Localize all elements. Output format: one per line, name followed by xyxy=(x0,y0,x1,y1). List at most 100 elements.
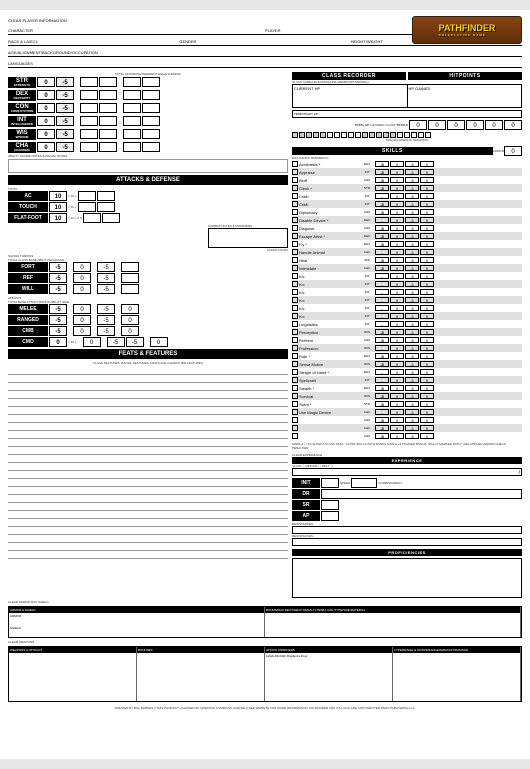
hp-box[interactable]: CURRENT HPHP GAINED xyxy=(292,84,522,108)
class-skill-checkbox[interactable] xyxy=(292,265,298,271)
feats-title: FEATS & FEATURES xyxy=(8,349,288,359)
hp-title: HITPOINTS xyxy=(408,72,522,80)
class-skill-checkbox[interactable] xyxy=(292,377,298,383)
save-ref: REF-5 0 -5 xyxy=(8,273,288,283)
lang-field[interactable]: LANGUAGES xyxy=(8,58,522,67)
class-skill-checkbox[interactable] xyxy=(292,361,298,367)
prof-box[interactable] xyxy=(292,558,522,598)
skill-row: Perception WIS -5 0 -5 0 xyxy=(292,328,522,336)
class-skill-checkbox[interactable] xyxy=(292,345,298,351)
skill-row: CHA -5 0 -5 0 xyxy=(292,432,522,440)
class-skill-checkbox[interactable] xyxy=(292,257,298,263)
gender-field[interactable]: GENDER xyxy=(179,36,350,45)
class-skill-checkbox[interactable] xyxy=(292,321,298,327)
clear-player-link[interactable]: CLEAR PLAYER INFORMATION xyxy=(8,18,67,23)
skills-title: SKILLS xyxy=(292,147,493,155)
attack-cmb: CMB-5 0 -5 0 xyxy=(8,326,288,336)
ability-str: STRSTRENGTH 0 -5 xyxy=(8,76,288,88)
class-skill-checkbox[interactable] xyxy=(292,209,298,215)
class-skill-checkbox[interactable] xyxy=(292,297,298,303)
class-skill-checkbox[interactable] xyxy=(292,273,298,279)
skill-row: Use Magic Device CHA - 0 -5 0 xyxy=(292,408,522,416)
class-skill-checkbox[interactable] xyxy=(292,385,298,391)
skill-row: Kn: INT - 0 -5 0 xyxy=(292,304,522,312)
skill-row: Acrobatics * DEX -5 0 -5 0 xyxy=(292,160,522,168)
class-skill-checkbox[interactable] xyxy=(292,417,298,423)
skill-row: Sleight of Hand * DEX - 0 -5 0 xyxy=(292,368,522,376)
defense-title: ATTACKS & DEFENSE xyxy=(8,175,288,185)
ability-dex: DEXDEXTERITY 0 -5 xyxy=(8,89,288,101)
class-skill-checkbox[interactable] xyxy=(292,241,298,247)
attack-cmd: CMD0 = 10 + 0 -5 -5 0 xyxy=(8,337,288,347)
ability-cha: CHACHARISMA 0 -5 xyxy=(8,141,288,153)
class-recorder-title: CLASS RECORDER xyxy=(292,72,406,80)
skill-row: Kn: INT - 0 -5 0 xyxy=(292,312,522,320)
class-skill-checkbox[interactable] xyxy=(292,185,298,191)
class-skill-checkbox[interactable] xyxy=(292,249,298,255)
skill-row: Spellcraft INT - 0 -5 0 xyxy=(292,376,522,384)
class-skill-checkbox[interactable] xyxy=(292,433,298,439)
class-skill-checkbox[interactable] xyxy=(292,201,298,207)
class-skill-checkbox[interactable] xyxy=(292,305,298,311)
weapons-table[interactable]: WEAPONS & ATTACKSBONUSESATTACK MODIFIERS… xyxy=(8,646,522,702)
align-field[interactable]: AGE/ALIGNMENT/BACKGROUND/OCCUPATION xyxy=(8,47,522,56)
clear-exp-link[interactable]: CLEAR EXPERIENCE xyxy=(292,453,322,457)
race-field[interactable]: RACE & LA/ECL xyxy=(8,36,179,45)
class-skill-checkbox[interactable] xyxy=(292,169,298,175)
dr-label: DR xyxy=(292,489,320,499)
skill-row: Kn: INT - 0 -5 0 xyxy=(292,280,522,288)
class-skill-checkbox[interactable] xyxy=(292,369,298,375)
skill-row: Climb * STR -5 0 -5 0 xyxy=(292,184,522,192)
skill-row: Appraise INT -5 0 -5 0 xyxy=(292,168,522,176)
footer: CREATED BY BILL BARNES || THIS PRODUCT L… xyxy=(8,706,522,710)
armor-table[interactable]: ARMOR & SHIELDBONUS/MAX DEX/CHECK PENALT… xyxy=(8,606,522,638)
skill-row: CHA -5 0 -5 0 xyxy=(292,424,522,432)
character-sheet: CLEAR PLAYER INFORMATION RESET CHARACTER… xyxy=(0,10,530,759)
clear-weapons-link[interactable]: CLEAR WEAPONS xyxy=(8,640,522,644)
class-skill-checkbox[interactable] xyxy=(292,401,298,407)
class-skill-checkbox[interactable] xyxy=(292,393,298,399)
skill-row: Intimidate CHA -5 0 -5 0 xyxy=(292,264,522,272)
ability-con: CONCONSTITUTION 0 -5 xyxy=(8,102,288,114)
skill-row: Perform CHA -5 0 -5 0 xyxy=(292,336,522,344)
skill-row: Stealth * DEX -5 0 -5 0 xyxy=(292,384,522,392)
skill-row: Bluff CHA -5 0 -5 0 xyxy=(292,176,522,184)
skill-row: Kn: INT - 0 -5 0 xyxy=(292,272,522,280)
class-skill-checkbox[interactable] xyxy=(292,289,298,295)
skill-row: Escape Artist * DEX -5 0 -5 0 xyxy=(292,232,522,240)
init-label: INIT xyxy=(292,478,320,488)
class-skill-checkbox[interactable] xyxy=(292,337,298,343)
armor-check-box[interactable]: 0 xyxy=(504,146,522,156)
class-skill-checkbox[interactable] xyxy=(292,313,298,319)
feats-area[interactable] xyxy=(8,367,288,559)
skill-row: Linguistics INT - 0 -5 0 xyxy=(292,320,522,328)
skill-row: Heal WIS -5 0 -5 0 xyxy=(292,256,522,264)
skill-row: CHA -5 0 -5 0 xyxy=(292,416,522,424)
skill-row: Sense Motive WIS -5 0 -5 0 xyxy=(292,360,522,368)
skill-row: Kn: INT - 0 -5 0 xyxy=(292,296,522,304)
class-skill-checkbox[interactable] xyxy=(292,177,298,183)
class-skill-checkbox[interactable] xyxy=(292,161,298,167)
clear-armor-link[interactable]: CLEAR ARMOR AND SHIELD xyxy=(8,600,522,604)
class-skill-checkbox[interactable] xyxy=(292,425,298,431)
character-field[interactable]: CHARACTER xyxy=(8,25,265,34)
attack-melee: MELEE-5 0 -5 0 xyxy=(8,304,288,314)
skill-row: Diplomacy CHA -5 0 -5 0 xyxy=(292,208,522,216)
class-skill-checkbox[interactable] xyxy=(292,193,298,199)
class-skill-checkbox[interactable] xyxy=(292,281,298,287)
skill-row: Handle Animal CHA - 0 -5 0 xyxy=(292,248,522,256)
temp-hp[interactable]: TEMPORARY HP xyxy=(292,110,522,118)
class-skill-checkbox[interactable] xyxy=(292,225,298,231)
pathfinder-logo: PATHFINDERROLEPLAYING GAME xyxy=(412,16,522,44)
ap-label: AP xyxy=(292,511,320,521)
ac-touch: TOUCH10 = 10 + xyxy=(8,202,288,212)
skills-list: Acrobatics * DEX -5 0 -5 0 Appraise INT … xyxy=(292,160,522,440)
class-skill-checkbox[interactable] xyxy=(292,353,298,359)
class-skill-checkbox[interactable] xyxy=(292,409,298,415)
ability-int: INTINTELLIGENCE 0 -5 xyxy=(8,115,288,127)
class-skill-checkbox[interactable] xyxy=(292,233,298,239)
class-skill-checkbox[interactable] xyxy=(292,217,298,223)
class-skill-checkbox[interactable] xyxy=(292,329,298,335)
skill-row: Kn: INT - 0 -5 0 xyxy=(292,288,522,296)
skill-row: Ride * DEX -5 0 -5 0 xyxy=(292,352,522,360)
